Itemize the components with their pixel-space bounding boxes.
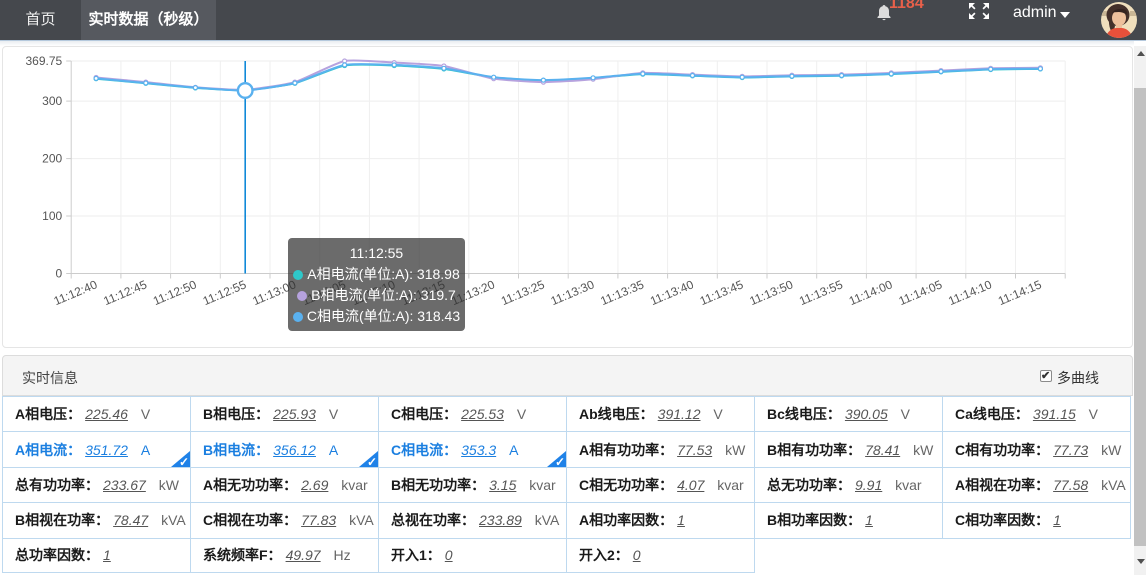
svg-text:11:13:35: 11:13:35 (598, 277, 646, 308)
svg-text:11:14:00: 11:14:00 (847, 277, 895, 308)
svg-text:369.75: 369.75 (25, 54, 62, 68)
svg-text:200: 200 (42, 152, 62, 166)
svg-text:0: 0 (56, 267, 63, 281)
svg-text:11:12:40: 11:12:40 (52, 277, 100, 308)
svg-text:11:14:10: 11:14:10 (946, 277, 994, 308)
svg-text:11:13:40: 11:13:40 (648, 277, 696, 308)
svg-text:11:13:55: 11:13:55 (797, 277, 845, 308)
svg-text:11:13:50: 11:13:50 (747, 277, 795, 308)
svg-text:11:13:30: 11:13:30 (549, 277, 597, 308)
svg-text:11:12:55: 11:12:55 (201, 277, 249, 308)
svg-text:11:12:50: 11:12:50 (151, 277, 199, 308)
svg-text:11:13:45: 11:13:45 (698, 277, 746, 308)
svg-text:11:14:15: 11:14:15 (996, 277, 1044, 308)
svg-text:11:12:45: 11:12:45 (101, 277, 149, 308)
svg-text:300: 300 (42, 94, 62, 108)
svg-text:100: 100 (42, 209, 62, 223)
svg-text:11:13:25: 11:13:25 (499, 277, 547, 308)
svg-text:11:14:05: 11:14:05 (897, 277, 945, 308)
